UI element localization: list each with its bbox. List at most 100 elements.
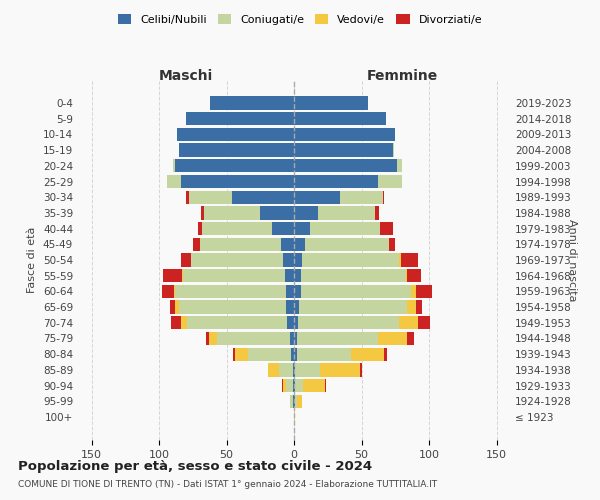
Bar <box>305 238 389 251</box>
Bar <box>294 144 392 157</box>
Bar <box>272 222 294 235</box>
Bar <box>193 238 199 251</box>
Bar <box>217 332 290 345</box>
Bar <box>294 190 340 204</box>
Bar <box>418 316 430 330</box>
Bar <box>260 206 294 220</box>
Bar <box>294 284 301 298</box>
Bar <box>210 96 294 110</box>
Bar <box>202 222 272 235</box>
Bar <box>191 254 283 266</box>
Bar <box>198 222 202 235</box>
Bar <box>290 332 294 345</box>
Bar <box>186 112 294 126</box>
Bar <box>286 284 294 298</box>
Bar <box>163 269 182 282</box>
Bar <box>294 159 397 172</box>
Bar <box>188 190 232 204</box>
Bar <box>294 175 378 188</box>
Bar <box>378 175 402 188</box>
Bar <box>294 300 299 314</box>
Bar <box>282 379 283 392</box>
Bar <box>385 348 387 361</box>
Bar <box>175 284 286 298</box>
Bar <box>175 159 294 172</box>
Bar <box>296 348 350 361</box>
Bar <box>173 159 175 172</box>
Bar <box>293 394 294 408</box>
Bar <box>304 379 325 392</box>
Bar <box>406 269 407 282</box>
Bar <box>389 238 395 251</box>
Bar <box>281 238 294 251</box>
Bar <box>407 332 414 345</box>
Bar <box>233 348 235 361</box>
Bar <box>294 348 296 361</box>
Bar <box>295 363 320 376</box>
Bar <box>296 332 378 345</box>
Bar <box>294 332 296 345</box>
Bar <box>284 269 294 282</box>
Bar <box>310 222 380 235</box>
Bar <box>340 190 383 204</box>
Bar <box>298 316 400 330</box>
Bar <box>184 269 284 282</box>
Bar <box>296 394 302 408</box>
Bar <box>286 379 293 392</box>
Bar <box>401 254 418 266</box>
Bar <box>407 300 416 314</box>
Bar <box>375 206 379 220</box>
Bar <box>181 254 191 266</box>
Y-axis label: Fasce di età: Fasce di età <box>28 227 37 293</box>
Bar <box>248 348 292 361</box>
Bar <box>209 332 217 345</box>
Text: COMUNE DI TIONE DI TRENTO (TN) - Dati ISTAT 1° gennaio 2024 - Elaborazione TUTTI: COMUNE DI TIONE DI TRENTO (TN) - Dati IS… <box>18 480 437 489</box>
Bar <box>287 316 294 330</box>
Bar <box>286 300 294 314</box>
Bar <box>415 284 432 298</box>
Text: Maschi: Maschi <box>159 68 213 82</box>
Bar <box>181 175 294 188</box>
Bar <box>294 222 310 235</box>
Bar <box>292 348 294 361</box>
Bar <box>294 254 302 266</box>
Bar <box>179 300 286 314</box>
Bar <box>350 348 385 361</box>
Bar <box>268 363 279 376</box>
Bar <box>294 394 295 408</box>
Y-axis label: Anni di nascita: Anni di nascita <box>567 219 577 301</box>
Bar <box>295 394 297 408</box>
Bar <box>397 159 402 172</box>
Bar <box>319 206 375 220</box>
Bar <box>302 254 400 266</box>
Bar <box>400 254 401 266</box>
Bar <box>294 269 301 282</box>
Bar <box>293 363 294 376</box>
Bar <box>283 379 286 392</box>
Bar <box>290 394 293 408</box>
Text: Popolazione per età, sesso e stato civile - 2024: Popolazione per età, sesso e stato civil… <box>18 460 372 473</box>
Bar <box>167 175 181 188</box>
Bar <box>383 190 385 204</box>
Bar <box>400 316 418 330</box>
Bar <box>182 269 183 282</box>
Bar <box>294 363 295 376</box>
Bar <box>294 206 319 220</box>
Bar <box>294 316 298 330</box>
Bar <box>175 300 179 314</box>
Bar <box>294 96 368 110</box>
Bar <box>203 206 260 220</box>
Bar <box>299 300 407 314</box>
Bar <box>181 316 187 330</box>
Bar <box>378 332 407 345</box>
Bar <box>279 363 293 376</box>
Bar <box>320 363 360 376</box>
Bar <box>412 284 416 298</box>
Bar <box>206 332 209 345</box>
Bar <box>201 206 203 220</box>
Bar <box>235 348 248 361</box>
Bar <box>174 284 175 298</box>
Bar <box>186 190 188 204</box>
Bar <box>295 379 304 392</box>
Bar <box>392 144 394 157</box>
